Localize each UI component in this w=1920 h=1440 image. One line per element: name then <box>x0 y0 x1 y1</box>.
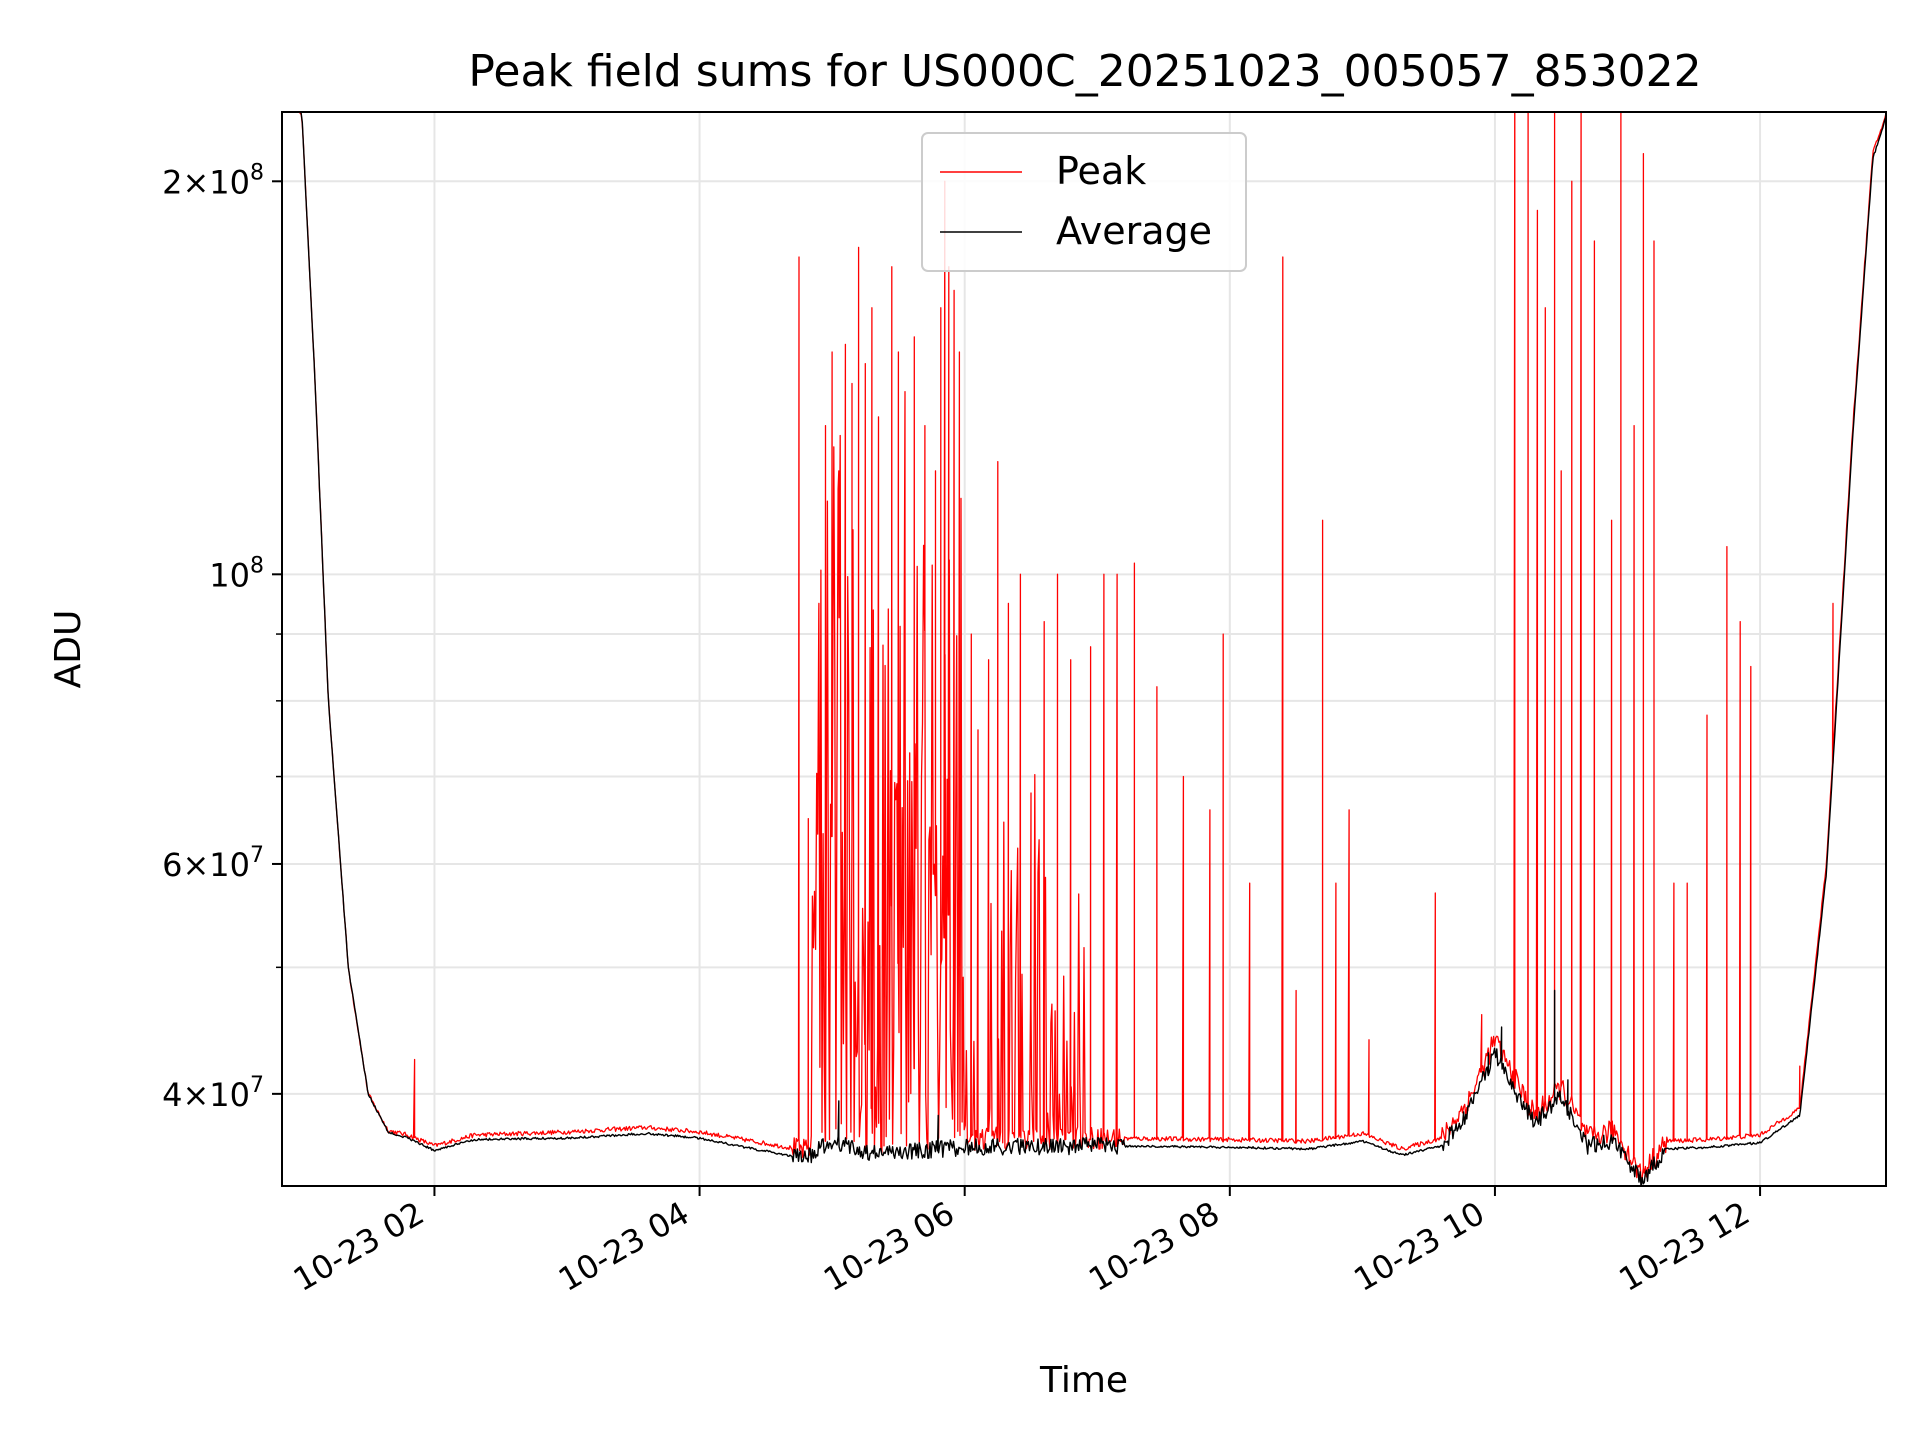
plot-frame <box>281 111 1887 1187</box>
legend-label-peak: Peak <box>1056 149 1146 193</box>
y-axis-label: ADU <box>48 610 89 689</box>
x-axis-label: Time <box>1039 1360 1128 1401</box>
chart-title: Peak field sums for US000C_20251023_0050… <box>468 46 1701 97</box>
legend-label-average: Average <box>1056 209 1212 253</box>
y-tick-label-1: 6×107 <box>162 843 264 884</box>
y-tick-label-3: 2×108 <box>162 160 264 201</box>
series-layer <box>299 112 1886 1186</box>
series-line-peak <box>299 112 1886 1182</box>
y-tick-label-0: 4×107 <box>162 1073 264 1114</box>
legend-box <box>921 132 1247 272</box>
legend: Peak Average <box>921 132 1247 272</box>
series-line-average <box>299 112 1886 1186</box>
